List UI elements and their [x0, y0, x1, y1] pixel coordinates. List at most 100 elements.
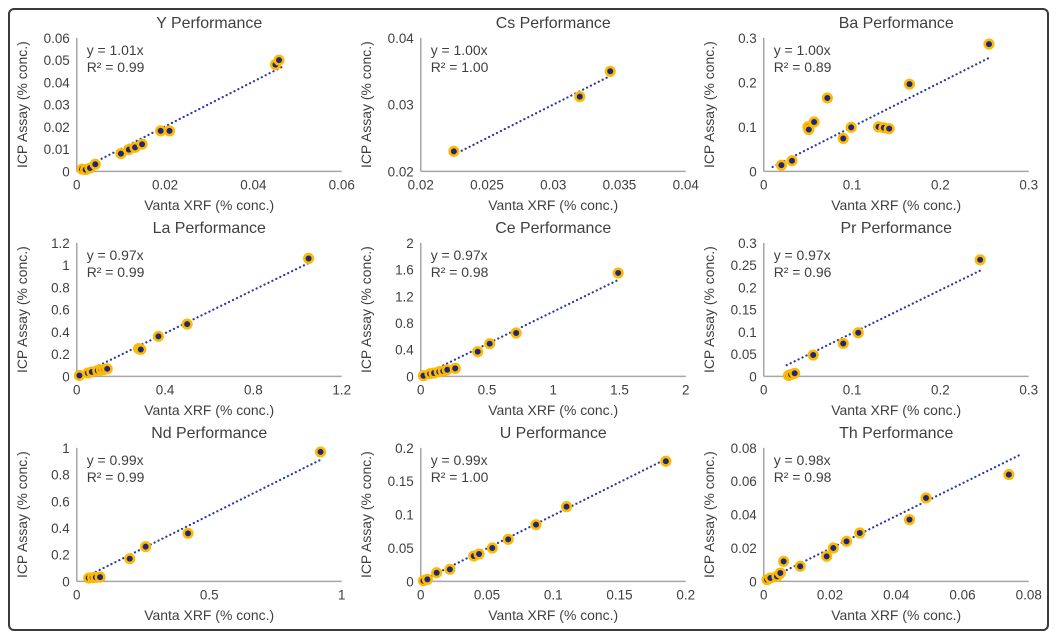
- y-axis-label: ICP Assay (% conc.): [701, 452, 717, 579]
- x-axis-label: Vanta XRF (% conc.): [144, 197, 274, 213]
- data-point: [821, 551, 833, 563]
- y-tick-label: 0.4: [51, 325, 70, 340]
- data-point: [612, 267, 624, 279]
- data-point: [974, 254, 987, 266]
- chart-svg-u: U Performance 0 0.05 0.1 0.15 0.2 0 0.05 0.1 0.15…: [358, 425, 695, 623]
- y-tick-label: 0.05: [731, 347, 757, 362]
- y-tick-label: 0.03: [387, 98, 413, 113]
- y-tick-label: 0: [750, 575, 757, 590]
- y-tick-label: 0.3: [738, 31, 757, 46]
- x-tick-label: 1.2: [332, 383, 351, 398]
- chart-svg-nd: Nd Performance 0 0.5 1 0 0.2 0.4 0.6 0.8 1 Vanta X…: [14, 425, 346, 623]
- y-tick-label: 0.1: [738, 325, 757, 340]
- chart-y-performance: Y Performance 0 0.02 0.04 0.06 0 0.01 0.02 0.03 0…: [13, 12, 357, 217]
- data-point: [443, 564, 456, 576]
- x-axis-label: Vanta XRF (% conc.): [144, 402, 274, 418]
- y-tick-label: 0.02: [731, 541, 757, 556]
- y-tick-label: 0.25: [731, 258, 757, 273]
- data-point: [421, 574, 433, 586]
- r-squared-label: R² = 0.96: [774, 264, 832, 280]
- data-point: [837, 338, 850, 350]
- r-squared-label: R² = 1.00: [430, 59, 488, 75]
- y-tick-label: 0.2: [738, 281, 757, 296]
- x-tick-label: 0.4: [156, 383, 175, 398]
- x-tick-label: 1: [338, 588, 345, 603]
- x-tick-label: 0: [760, 588, 767, 603]
- trend-line: [78, 261, 312, 377]
- y-tick-label: 0.8: [395, 316, 414, 331]
- y-tick-label: 0.05: [44, 53, 70, 68]
- y-tick-label: 1.2: [51, 236, 70, 251]
- data-point: [983, 38, 995, 50]
- x-tick-label: 1.5: [610, 383, 629, 398]
- data-point: [181, 318, 193, 330]
- x-tick-label: 0.02: [152, 177, 178, 192]
- y-tick-label: 0.08: [731, 441, 757, 456]
- trend-line: [766, 453, 1024, 582]
- data-point: [854, 527, 866, 539]
- x-tick-label: 0.2: [931, 383, 950, 398]
- x-tick-label: 0.1: [843, 177, 862, 192]
- x-tick-label: 0.1: [544, 588, 563, 603]
- x-tick-label: 0.035: [602, 177, 636, 192]
- charts-grid: Y Performance 0 0.02 0.04 0.06 0 0.01 0.02 0.03 0…: [10, 10, 1047, 629]
- data-point: [182, 528, 194, 540]
- data-point: [904, 514, 916, 526]
- x-tick-label: 0: [73, 383, 80, 398]
- data-point: [775, 567, 787, 580]
- x-tick-label: 2: [682, 383, 689, 398]
- data-point: [273, 54, 285, 66]
- data-point: [89, 158, 101, 170]
- chart-cs-performance: Cs Performance 0.02 0.025 0.03 0.035 0.04 0.02…: [357, 12, 701, 217]
- r-squared-label: R² = 0.99: [87, 264, 145, 280]
- y-tick-label: 0.4: [51, 521, 70, 536]
- x-tick-label: 0.06: [950, 588, 976, 603]
- data-point: [808, 116, 821, 128]
- data-point: [483, 338, 495, 350]
- x-tick-label: 0.15: [606, 588, 632, 603]
- trend-line: [771, 55, 994, 169]
- y-tick-label: 0.8: [51, 468, 70, 483]
- y-axis-label: ICP Assay (% conc.): [358, 452, 374, 579]
- y-tick-label: 0.02: [387, 164, 413, 179]
- data-point: [920, 492, 932, 504]
- data-point: [449, 362, 461, 375]
- equation-label: y = 0.97x: [87, 247, 144, 263]
- y-axis-label: ICP Assay (% conc.): [14, 41, 30, 168]
- chart-pr-performance: Pr Performance 0 0.1 0.2 0.3 0 0.05 0.1 0.15 0.2 0…: [700, 217, 1044, 422]
- chart-svg-cs: Cs Performance 0.02 0.025 0.03 0.035 0.04 0.02…: [358, 15, 699, 213]
- y-axis-label: ICP Assay (% conc.): [14, 452, 30, 579]
- data-point: [904, 78, 916, 90]
- x-tick-label: 0: [760, 383, 767, 398]
- y-tick-label: 0.06: [44, 31, 70, 46]
- y-tick-label: 0.2: [395, 441, 414, 456]
- y-tick-label: 0.3: [738, 236, 757, 251]
- x-tick-label: 0.2: [676, 588, 695, 603]
- data-point: [430, 567, 442, 579]
- trend-line: [785, 268, 985, 367]
- trend-line: [80, 64, 286, 170]
- chart-title: Y Performance: [156, 15, 262, 32]
- data-point: [807, 349, 820, 361]
- data-point: [163, 125, 176, 137]
- y-tick-label: 0.15: [387, 475, 413, 490]
- chart-nd-performance: Nd Performance 0 0.5 1 0 0.2 0.4 0.6 0.8 1 Vanta X…: [13, 422, 357, 627]
- x-tick-label: 0: [73, 588, 80, 603]
- y-tick-label: 0.04: [44, 75, 71, 90]
- chart-svg-th: Th Performance 0 0.02 0.04 0.06 0.08 0 0.02 0.04…: [701, 425, 1042, 623]
- equation-label: y = 1.00x: [774, 42, 831, 58]
- data-point: [659, 456, 672, 468]
- y-tick-label: 0: [406, 575, 413, 590]
- data-point: [1003, 469, 1015, 481]
- r-squared-label: R² = 0.89: [774, 59, 832, 75]
- y-tick-label: 0: [750, 370, 757, 385]
- y-tick-label: 0.2: [51, 548, 70, 563]
- y-tick-label: 0.04: [731, 508, 758, 523]
- x-tick-label: 0: [760, 177, 767, 192]
- equation-label: y = 0.97x: [430, 247, 487, 263]
- x-tick-label: 0.04: [672, 177, 699, 192]
- data-point: [510, 327, 522, 339]
- data-point: [303, 253, 315, 265]
- x-tick-label: 0.5: [200, 588, 219, 603]
